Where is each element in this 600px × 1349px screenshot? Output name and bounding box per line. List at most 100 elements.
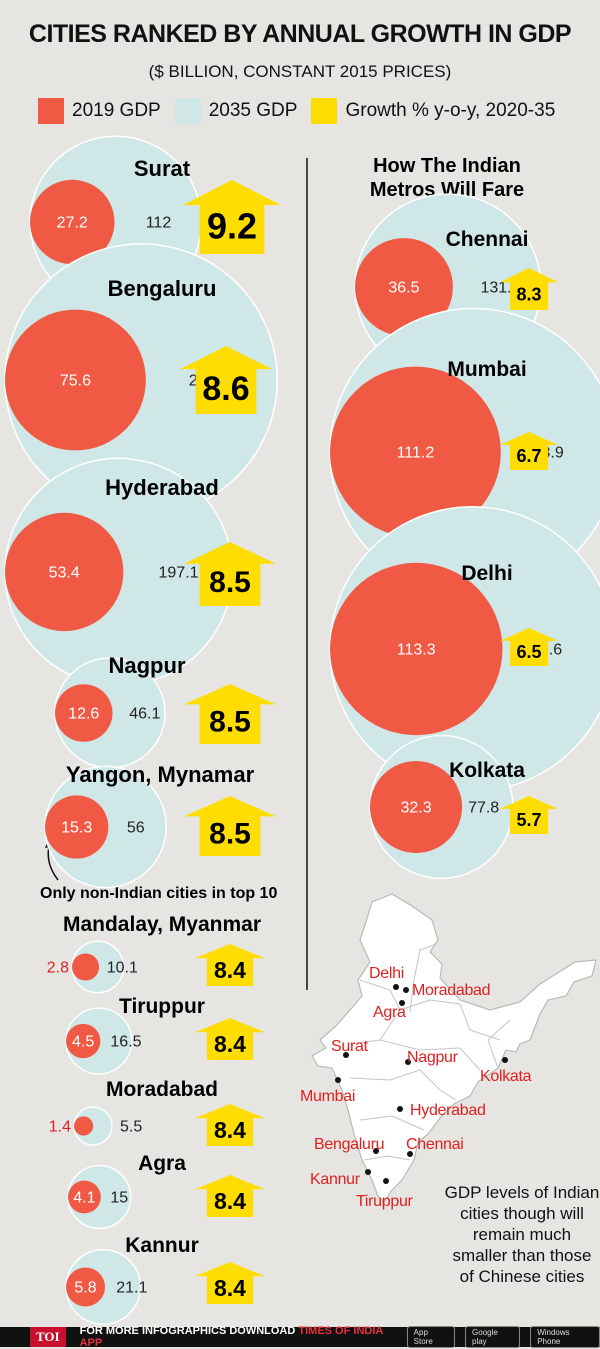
- legend-swatch-2019: [38, 98, 64, 124]
- footer-text: FOR MORE INFOGRAPHICS DOWNLOAD TIMES OF …: [80, 1325, 397, 1349]
- mandalay-arrow-shape: [195, 944, 265, 986]
- bengaluru-arrow-shape: [180, 346, 272, 414]
- map-dot-tiruppur: [383, 1178, 389, 1184]
- kolkata-label-2019: 32.3: [400, 800, 431, 817]
- mandalay-label-2019: 2.8: [47, 960, 69, 977]
- map-dot-hyderabad: [397, 1106, 403, 1112]
- bengaluru-label-2019: 75.6: [60, 373, 91, 390]
- bengaluru-bubble-2019: [5, 309, 146, 451]
- mumbai-arrow-shape: [500, 432, 558, 470]
- moradabad-label-2035: 5.5: [120, 1119, 142, 1136]
- agra-city-name: Agra: [138, 1152, 186, 1175]
- bengaluru-city-name: Bengaluru: [108, 276, 217, 301]
- india-map-state-lines: [349, 943, 511, 1161]
- moradabad-growth-label: 8.4: [214, 1117, 246, 1143]
- map-note-line-3: remain much: [473, 1225, 571, 1244]
- yangon-label-2035: 56: [127, 820, 145, 837]
- kannur-label-2035: 21.1: [116, 1280, 147, 1297]
- surat-arrow: [183, 180, 281, 254]
- map-note-line-5: of Chinese cities: [460, 1267, 585, 1286]
- footer-bar: TOI FOR MORE INFOGRAPHICS DOWNLOAD TIMES…: [0, 1325, 600, 1349]
- map-dot-kolkata: [502, 1057, 508, 1063]
- map-dot-chennai: [407, 1151, 413, 1157]
- delhi-growth-label: 6.5: [516, 642, 541, 662]
- legend-label-growth: Growth % y-o-y, 2020-35: [345, 100, 556, 121]
- hyderabad-arrow-shape: [184, 542, 276, 606]
- chennai-label-2019: 36.5: [388, 280, 419, 297]
- map-label-kannur: Kannur: [310, 1171, 361, 1188]
- toi-logo: TOI: [30, 1327, 66, 1347]
- surat-arrow-shape: [183, 180, 281, 254]
- map-dot-bengaluru: [373, 1148, 379, 1154]
- chennai-arrow: [500, 268, 558, 310]
- surat-label-2035: 112: [146, 215, 172, 232]
- kolkata-label-2035: 77.8: [468, 800, 499, 817]
- bengaluru-arrow: [180, 346, 272, 414]
- kannur-bubble-2019: [66, 1267, 106, 1307]
- map-city-labels: Delhi Moradabad Agra Surat Nagpur Kolkat…: [300, 965, 532, 1210]
- metros-heading-line2: Metros Will Fare: [370, 179, 524, 201]
- kolkata-growth-label: 5.7: [516, 810, 541, 830]
- chennai-growth-label: 8.3: [516, 284, 541, 304]
- legend-swatch-growth: [311, 98, 338, 124]
- footer-text-prefix: FOR MORE INFOGRAPHICS DOWNLOAD: [79, 1325, 299, 1337]
- metros-heading-line1: How The Indian: [373, 155, 521, 177]
- agra-growth-label: 8.4: [214, 1188, 246, 1214]
- mumbai-growth-label: 6.7: [516, 446, 541, 466]
- mandalay-arrow: [195, 944, 265, 986]
- legend-swatch-2035: [174, 98, 201, 124]
- kannur-arrow: [195, 1262, 265, 1304]
- annotation-text: Only non-Indian cities in top 10: [40, 885, 277, 902]
- yangon-arrow-shape: [184, 796, 276, 856]
- delhi-bubble-2019: [330, 562, 503, 736]
- windows-phone-badge[interactable]: Windows Phone: [530, 1326, 600, 1348]
- map-label-delhi: Delhi: [369, 965, 404, 982]
- legend-item-2035: 2035 GDP: [174, 98, 298, 124]
- delhi-arrow-shape: [500, 628, 558, 666]
- map-dot-moradabad: [403, 987, 409, 993]
- legend-item-2019: 2019 GDP: [38, 98, 161, 124]
- map-dot-mumbai: [335, 1077, 341, 1083]
- map-dot-surat: [343, 1052, 349, 1058]
- mumbai-arrow: [500, 432, 558, 470]
- surat-label-2019: 27.2: [57, 215, 88, 232]
- moradabad-arrow: [195, 1104, 265, 1146]
- mumbai-label-2019: 111.2: [397, 445, 435, 462]
- map-label-agra: Agra: [373, 1004, 406, 1021]
- nagpur-label-2019: 12.6: [68, 706, 99, 723]
- surat-bubble-2019: [30, 179, 115, 265]
- mandalay-city-name: Mandalay, Myanmar: [63, 913, 261, 936]
- hyderabad-growth-label: 8.5: [209, 566, 251, 599]
- kolkata-city-name: Kolkata: [449, 759, 525, 782]
- map-label-chennai: Chennai: [406, 1136, 464, 1153]
- map-label-hyderabad: Hyderabad: [410, 1102, 486, 1119]
- mumbai-city-name: Mumbai: [447, 358, 526, 381]
- tiruppur-arrow-shape: [195, 1018, 265, 1060]
- app-store-badge[interactable]: App Store: [406, 1326, 455, 1348]
- map-label-surat: Surat: [331, 1038, 369, 1055]
- legend-label-2019: 2019 GDP: [72, 100, 161, 121]
- delhi-city-name: Delhi: [461, 562, 512, 585]
- yangon-city-name: Yangon, Mynamar: [66, 762, 255, 787]
- legend-label-2035: 2035 GDP: [208, 100, 298, 121]
- nagpur-bubble-2019: [55, 684, 113, 742]
- map-note-line-4: smaller than those: [453, 1246, 592, 1265]
- mandalay-growth-label: 8.4: [214, 957, 246, 983]
- google-play-badge[interactable]: Google play: [465, 1326, 521, 1348]
- moradabad-arrow-shape: [195, 1104, 265, 1146]
- chart-subtitle: ($ BILLION, CONSTANT 2015 PRICES): [148, 62, 452, 81]
- chennai-city-name: Chennai: [446, 228, 529, 251]
- mandalay-bubble-2019: [72, 953, 100, 981]
- nagpur-arrow: [184, 684, 276, 744]
- nagpur-arrow-shape: [184, 684, 276, 744]
- map-dot-agra: [399, 1000, 405, 1006]
- map-note: GDP levels of Indian cities though will …: [445, 1183, 600, 1286]
- nagpur-label-2035: 46.1: [129, 706, 160, 723]
- footer-app-name: TIMES OF INDIA APP: [79, 1325, 383, 1349]
- map-label-tiruppur: Tiruppur: [356, 1193, 414, 1210]
- kannur-city-name: Kannur: [125, 1234, 199, 1257]
- india-map: Delhi Moradabad Agra Surat Nagpur Kolkat…: [300, 893, 597, 1210]
- hyderabad-arrow: [184, 542, 276, 606]
- moradabad-bubble-2019: [74, 1116, 94, 1136]
